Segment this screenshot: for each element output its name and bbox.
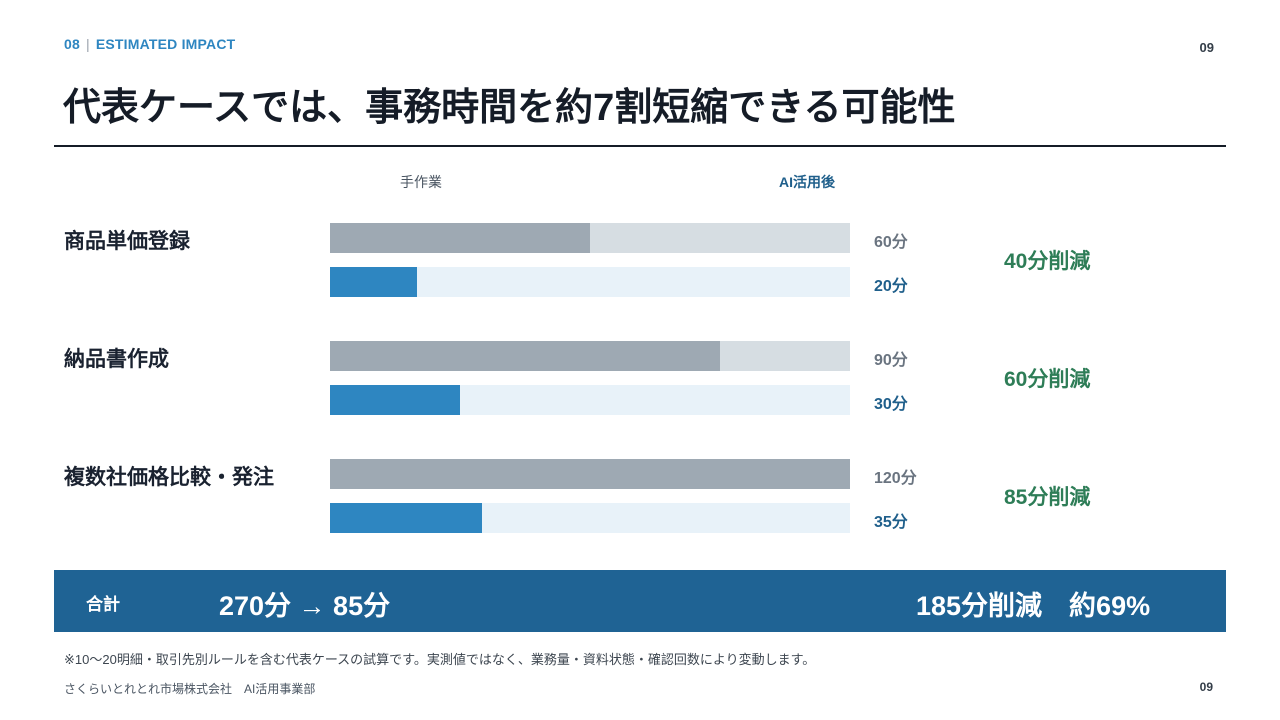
ai-bar-track xyxy=(330,503,850,533)
manual-bar-track xyxy=(330,223,850,253)
total-value: 270分 → 85分 xyxy=(219,591,391,621)
reduction-value: 85分削減 xyxy=(1004,486,1091,509)
manual-value: 120分 xyxy=(874,470,917,487)
section-number: 08 xyxy=(64,36,80,52)
reduction-value: 40分削減 xyxy=(1004,250,1091,273)
reduction-value: 60分削減 xyxy=(1004,368,1091,391)
slide-title: 代表ケースでは、事務時間を約7割短縮できる可能性 xyxy=(63,87,956,129)
manual-value: 90分 xyxy=(874,352,908,369)
title-divider xyxy=(54,145,1226,147)
section-separator: | xyxy=(85,36,90,52)
ai-bar xyxy=(330,267,417,297)
ai-bar xyxy=(330,385,460,415)
footnote: ※10〜20明細・取引先別ルールを含む代表ケースの試算です。実測値ではなく、業務… xyxy=(64,652,816,667)
footer-company: さくらいとれとれ市場株式会社 AI活用事業部 xyxy=(64,682,316,696)
row-label: 商品単価登録 xyxy=(64,230,190,253)
page-number-bottom: 09 xyxy=(1199,680,1213,694)
row-label: 納品書作成 xyxy=(64,348,169,371)
total-summary-bar xyxy=(54,570,1226,632)
ai-bar-track xyxy=(330,385,850,415)
manual-value: 60分 xyxy=(874,234,908,251)
page-number-top: 09 xyxy=(1199,40,1214,55)
manual-bar xyxy=(330,341,720,371)
manual-bar xyxy=(330,459,850,489)
row-label: 複数社価格比較・発注 xyxy=(64,466,274,489)
manual-bar-track xyxy=(330,341,850,371)
ai-value: 30分 xyxy=(874,396,908,413)
ai-bar xyxy=(330,503,482,533)
manual-bar-track xyxy=(330,459,850,489)
section-label: 08 | ESTIMATED IMPACT xyxy=(64,36,235,52)
ai-value: 20分 xyxy=(874,278,908,295)
manual-bar xyxy=(330,223,590,253)
section-title: ESTIMATED IMPACT xyxy=(95,36,236,52)
column-header-manual: 手作業 xyxy=(400,174,442,190)
ai-value: 35分 xyxy=(874,514,908,531)
total-label: 合計 xyxy=(86,595,120,614)
column-header-ai: AI活用後 xyxy=(779,174,835,190)
total-reduction: 185分削減 約69% xyxy=(916,591,1151,621)
ai-bar-track xyxy=(330,267,850,297)
